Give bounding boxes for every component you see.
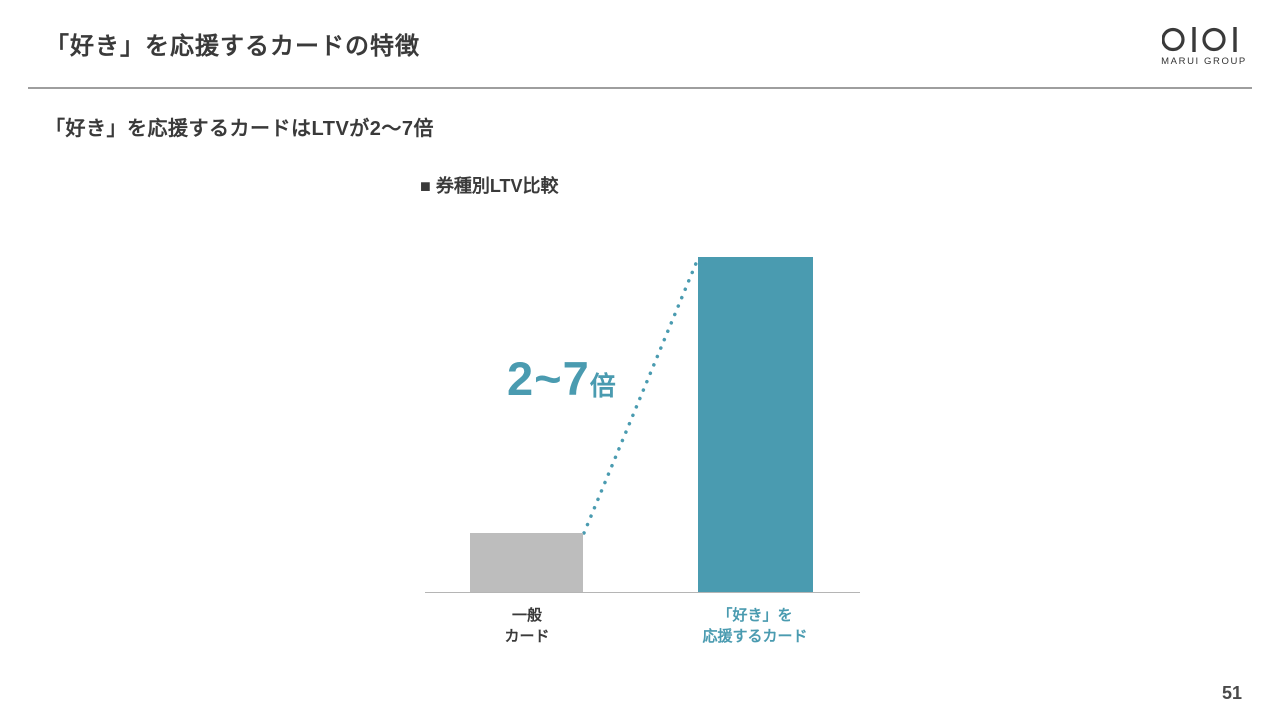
xlabel-general-card: 一般 カード — [427, 605, 627, 647]
bar-general-card — [470, 533, 583, 592]
bar-suki-card — [698, 257, 813, 592]
header-divider — [28, 87, 1252, 89]
multiplier-value: 2~7 — [507, 352, 590, 405]
multiplier-unit: 倍 — [589, 371, 617, 401]
multiplier-annotation: 2~7倍 — [507, 351, 617, 406]
xlabel-line: カード — [504, 628, 550, 645]
slide-subtitle: 「好き」を応援するカードはLTVが2〜7倍 — [45, 118, 435, 140]
oioi-logo-icon — [1162, 27, 1237, 52]
xlabel-suki-card: 「好き」を 応援するカード — [655, 605, 855, 647]
slide-title: 「好き」を応援するカードの特徴 — [45, 33, 420, 60]
chart-title: ■ 券種別LTV比較 — [420, 176, 559, 196]
xlabel-line: 一般 — [511, 607, 542, 624]
logo-caption: MARUI GROUP — [1161, 56, 1247, 67]
marui-group-logo: MARUI GROUP — [1158, 26, 1250, 67]
xlabel-line: 「好き」を — [717, 607, 793, 624]
xlabel-line: 応援するカード — [702, 628, 808, 645]
trend-dotted-line — [582, 259, 699, 535]
ltv-bar-chart: 2~7倍 一般 カード 「好き」を 応援するカード — [425, 253, 860, 645]
page-number: 51 — [1221, 683, 1242, 703]
